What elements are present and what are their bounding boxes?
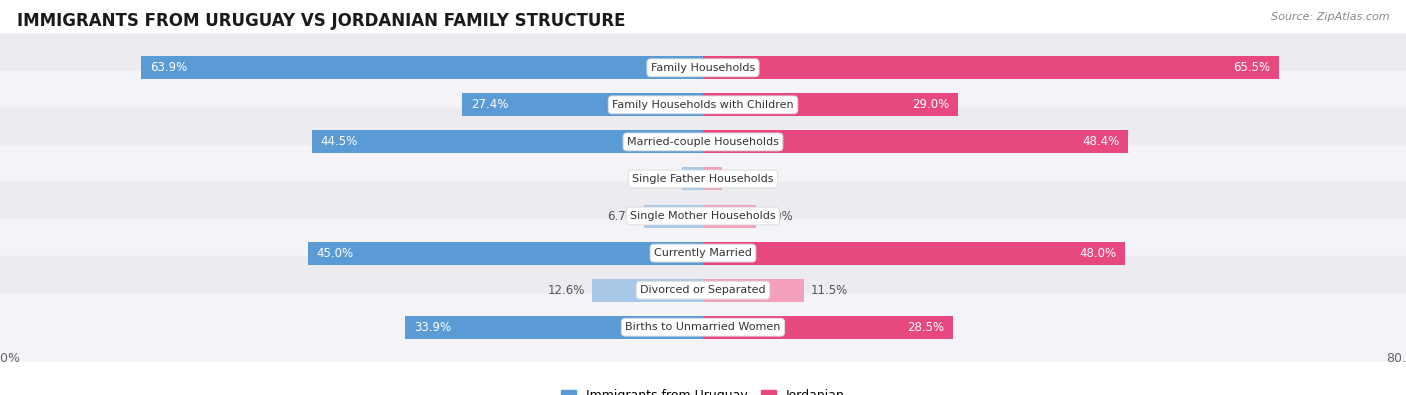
Text: 44.5%: 44.5% (321, 135, 359, 149)
Bar (644, 205, 703, 228)
Bar (703, 93, 957, 117)
Bar (682, 167, 703, 190)
Text: 45.0%: 45.0% (316, 246, 353, 260)
Text: Family Households with Children: Family Households with Children (612, 100, 794, 110)
Bar (703, 316, 953, 339)
Bar (703, 167, 723, 190)
Text: 27.4%: 27.4% (471, 98, 509, 111)
Bar (308, 242, 703, 265)
Text: Currently Married: Currently Married (654, 248, 752, 258)
Text: 2.4%: 2.4% (645, 173, 675, 186)
Text: Divorced or Separated: Divorced or Separated (640, 285, 766, 295)
FancyBboxPatch shape (0, 293, 1406, 361)
Text: 48.0%: 48.0% (1078, 246, 1116, 260)
Text: 65.5%: 65.5% (1233, 61, 1270, 74)
FancyBboxPatch shape (0, 145, 1406, 213)
FancyBboxPatch shape (0, 34, 1406, 102)
Bar (405, 316, 703, 339)
Text: Births to Unmarried Women: Births to Unmarried Women (626, 322, 780, 332)
Bar (703, 278, 804, 302)
Text: Married-couple Households: Married-couple Households (627, 137, 779, 147)
Text: 2.2%: 2.2% (730, 173, 759, 186)
Legend: Immigrants from Uruguay, Jordanian: Immigrants from Uruguay, Jordanian (557, 384, 849, 395)
Bar (703, 130, 1129, 153)
Bar (463, 93, 703, 117)
Text: 6.0%: 6.0% (762, 209, 793, 222)
Text: 33.9%: 33.9% (413, 321, 451, 334)
FancyBboxPatch shape (0, 219, 1406, 288)
FancyBboxPatch shape (0, 107, 1406, 176)
Bar (703, 205, 756, 228)
Text: Family Households: Family Households (651, 63, 755, 73)
Text: IMMIGRANTS FROM URUGUAY VS JORDANIAN FAMILY STRUCTURE: IMMIGRANTS FROM URUGUAY VS JORDANIAN FAM… (17, 12, 626, 30)
Text: 63.9%: 63.9% (150, 61, 187, 74)
Bar (142, 56, 703, 79)
FancyBboxPatch shape (0, 71, 1406, 139)
Bar (312, 130, 703, 153)
Text: Single Mother Households: Single Mother Households (630, 211, 776, 221)
Text: Single Father Households: Single Father Households (633, 174, 773, 184)
Text: 6.7%: 6.7% (607, 209, 637, 222)
FancyBboxPatch shape (0, 256, 1406, 324)
FancyBboxPatch shape (0, 182, 1406, 250)
Bar (592, 278, 703, 302)
Text: 11.5%: 11.5% (811, 284, 848, 297)
Text: Source: ZipAtlas.com: Source: ZipAtlas.com (1271, 12, 1389, 22)
Text: 28.5%: 28.5% (907, 321, 945, 334)
Text: 12.6%: 12.6% (548, 284, 585, 297)
Bar (703, 56, 1278, 79)
Text: 48.4%: 48.4% (1083, 135, 1119, 149)
Bar (703, 242, 1125, 265)
Text: 29.0%: 29.0% (912, 98, 949, 111)
